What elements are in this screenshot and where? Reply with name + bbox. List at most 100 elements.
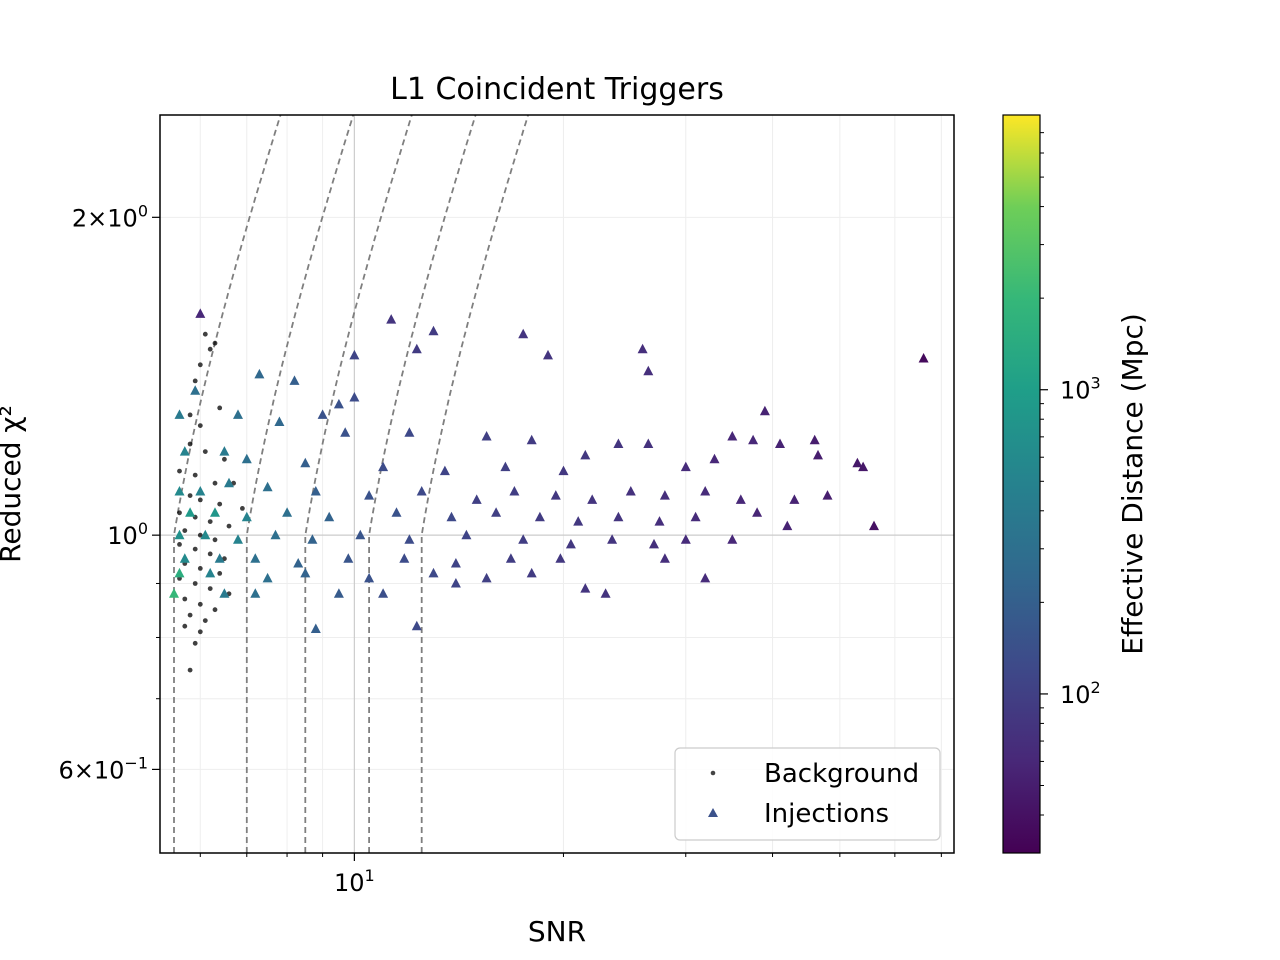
injection-point xyxy=(190,385,201,395)
injection-point xyxy=(205,567,216,578)
injection-point xyxy=(364,572,375,583)
injection-point xyxy=(735,494,746,504)
injection-point xyxy=(748,434,759,445)
injection-point xyxy=(558,465,569,476)
y-tick-label: 2×100 xyxy=(72,201,148,232)
x-tick-label: 101 xyxy=(334,866,375,897)
injection-point xyxy=(789,494,800,504)
injection-point xyxy=(174,529,185,540)
background-point xyxy=(192,378,198,384)
injection-point xyxy=(680,534,691,544)
injection-point xyxy=(428,325,439,336)
background-point xyxy=(197,566,203,571)
colorbar-tick-label: 102 xyxy=(1060,678,1101,709)
injection-point xyxy=(349,392,360,402)
background-point xyxy=(177,510,182,516)
injection-point xyxy=(174,486,185,496)
injection-point xyxy=(643,438,654,448)
injection-point xyxy=(690,511,701,522)
injection-point xyxy=(439,465,450,476)
background-point xyxy=(187,667,193,673)
injection-point xyxy=(649,538,659,549)
legend-box xyxy=(674,747,941,841)
contour-line xyxy=(245,115,355,853)
injection-point xyxy=(416,486,427,496)
injection-point xyxy=(727,431,738,441)
injection-point xyxy=(179,553,190,563)
background-point xyxy=(212,340,218,346)
injection-point xyxy=(404,534,415,544)
injection-point xyxy=(324,511,335,522)
injection-point xyxy=(274,416,285,426)
injection-point xyxy=(775,438,785,448)
injection-point xyxy=(169,588,179,598)
colorbar-label: Effective Distance (Mpc) xyxy=(1116,313,1149,655)
injection-point xyxy=(526,567,537,578)
injection-point xyxy=(625,486,636,496)
colorbar-gradient xyxy=(1002,114,1041,854)
injection-point xyxy=(219,446,230,456)
background-point xyxy=(217,405,223,411)
injection-point xyxy=(210,507,220,517)
injection-point xyxy=(399,553,410,563)
injection-point xyxy=(411,620,422,631)
injection-point xyxy=(270,529,281,540)
injection-point xyxy=(179,446,190,456)
x-axis-label: SNR xyxy=(528,915,586,948)
injection-point xyxy=(214,553,225,563)
background-point xyxy=(202,618,208,623)
background-point xyxy=(187,612,193,618)
injection-point xyxy=(174,567,185,578)
injection-point xyxy=(241,511,252,522)
injection-point xyxy=(343,553,354,563)
background-point xyxy=(177,542,182,547)
injection-point xyxy=(509,486,520,496)
background-point xyxy=(202,449,208,454)
background-point xyxy=(207,346,213,352)
background-point xyxy=(192,581,198,586)
injection-point xyxy=(349,349,360,360)
injection-point xyxy=(233,534,243,544)
background-point xyxy=(177,468,182,474)
injection-point xyxy=(317,409,328,419)
injection-point xyxy=(185,507,196,517)
background-point xyxy=(207,551,213,557)
y-tick-label: 6×10−1 xyxy=(58,753,148,784)
injection-point xyxy=(573,516,584,526)
injection-point xyxy=(550,490,561,500)
contour-line xyxy=(304,115,413,853)
injection-point xyxy=(224,477,234,488)
injection-point xyxy=(340,427,351,437)
contour-line xyxy=(420,115,530,853)
injection-point xyxy=(411,343,422,354)
injection-point xyxy=(293,558,304,568)
plot-frame xyxy=(159,114,955,854)
injection-point xyxy=(355,529,366,540)
colorbar: 102 103 Effective Distance (Mpc) xyxy=(1002,114,1149,854)
injection-point xyxy=(300,567,311,578)
background-point xyxy=(226,523,232,529)
injection-point xyxy=(310,623,321,633)
injection-point xyxy=(654,516,665,526)
contour-lines xyxy=(173,115,530,853)
legend-marker-injections xyxy=(708,808,718,817)
background-point xyxy=(182,596,188,602)
background-point xyxy=(182,528,188,533)
injection-point xyxy=(809,434,820,445)
grid xyxy=(160,115,954,853)
injection-point xyxy=(364,490,375,500)
x-axis-ticks: 101 xyxy=(199,853,942,897)
injection-point xyxy=(680,461,691,472)
injection-point xyxy=(491,507,502,517)
injection-point xyxy=(250,588,261,598)
injection-point xyxy=(587,494,598,504)
background-point xyxy=(187,441,193,447)
injection-point xyxy=(241,453,252,464)
background-point xyxy=(202,331,208,337)
injection-point xyxy=(659,490,670,500)
legend-label-injections: Injections xyxy=(764,799,889,829)
y-tick-label: 100 xyxy=(107,519,148,550)
injection-point xyxy=(526,434,537,445)
injection-point xyxy=(613,438,624,448)
